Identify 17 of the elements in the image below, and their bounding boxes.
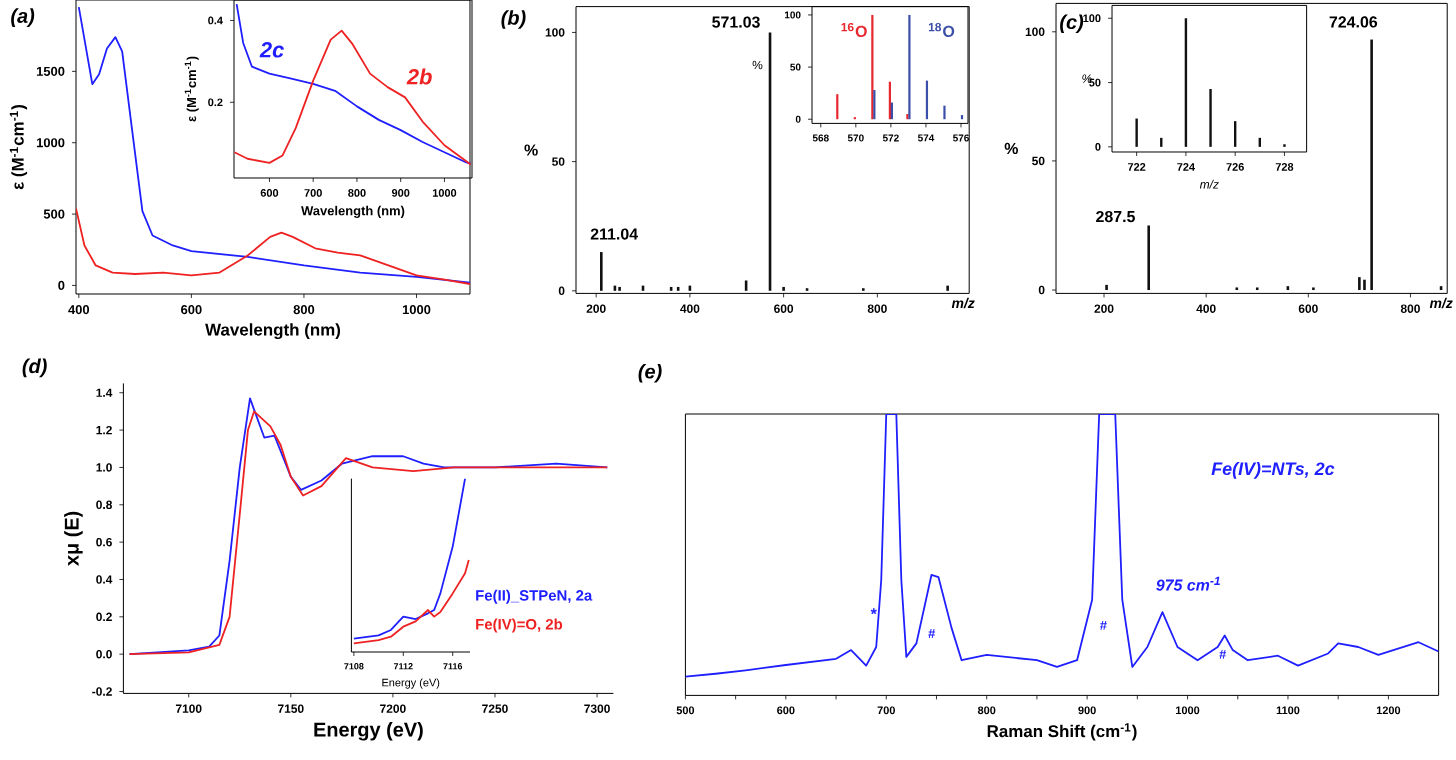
x-axis-title: Raman Shift (cm$^{-1}$) bbox=[987, 723, 1137, 741]
series-label: 2b bbox=[406, 68, 432, 85]
y-axis-title: ε (M$^{-1}$cm$^{-1}$) bbox=[9, 105, 28, 190]
x-axis-title: Wavelength (nm) bbox=[205, 323, 341, 340]
text: (e) bbox=[638, 363, 662, 383]
y-axis-title: xμ (E) bbox=[64, 511, 83, 566]
text: (d) bbox=[22, 358, 47, 378]
text: (a) bbox=[11, 8, 35, 27]
annotation: (c) bbox=[1060, 14, 1084, 33]
line-series bbox=[76, 207, 470, 285]
text: Fe(IV)=NTs, 2c bbox=[1211, 461, 1335, 479]
line-series bbox=[77, 6, 470, 284]
x-axis-title: Energy (eV) bbox=[314, 721, 423, 741]
series-label: 2c bbox=[259, 42, 284, 58]
line-series bbox=[234, 29, 472, 166]
text: (b) bbox=[501, 10, 526, 29]
line-series bbox=[235, 3, 472, 165]
